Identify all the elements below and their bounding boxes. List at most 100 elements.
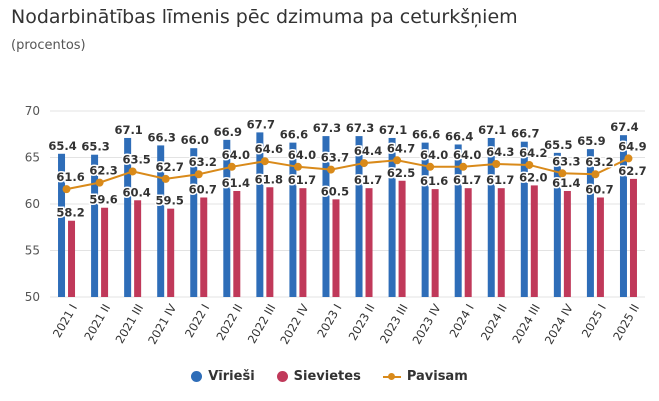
data-label-total: 63.7	[321, 151, 349, 165]
data-label-total: 63.3	[552, 154, 580, 168]
x-tick-label: 2021 III	[113, 302, 147, 346]
legend-label-total: Pavisam	[406, 369, 468, 384]
legend-marker-men	[191, 371, 203, 382]
x-tick-label: 2023 II	[346, 302, 378, 343]
point-total	[426, 162, 435, 171]
bar-women	[134, 200, 142, 297]
bar-women	[200, 197, 208, 297]
data-label-total: 64.0	[453, 148, 481, 162]
bar-women	[629, 178, 637, 297]
bar-men	[289, 142, 297, 297]
bar-men	[586, 149, 594, 297]
data-label-women: 62.0	[519, 170, 547, 184]
data-label-men: 65.4	[48, 139, 76, 153]
data-label-women: 61.7	[354, 173, 382, 187]
data-label-women: 59.6	[89, 193, 117, 207]
data-label-women: 61.7	[486, 173, 514, 187]
data-label-women: 62.7	[618, 164, 646, 178]
line-total	[66, 157, 629, 191]
point-total	[194, 170, 203, 179]
bar-men	[421, 142, 429, 297]
data-label-men: 66.4	[445, 129, 473, 143]
data-label-women: 60.5	[321, 184, 349, 198]
bar-women	[563, 190, 571, 297]
data-label-women: 58.2	[56, 206, 84, 220]
y-tick-label: 60	[25, 197, 40, 211]
point-total	[393, 156, 402, 165]
x-tick-label: 2021 IV	[145, 301, 179, 346]
bar-men	[520, 141, 528, 297]
bar-women	[596, 197, 604, 297]
legend-item-women[interactable]: Sievietes	[276, 369, 361, 384]
legend-label-men: Vīrieši	[208, 369, 255, 384]
x-tick-label: 2021 II	[81, 302, 113, 343]
bar-men	[58, 153, 66, 297]
data-label-men: 66.7	[511, 127, 539, 141]
point-total	[293, 162, 302, 171]
chart-legend: Vīrieši Sievietes Pavisam	[0, 369, 659, 384]
point-total	[558, 169, 567, 178]
bar-women	[365, 188, 373, 297]
point-total	[128, 167, 137, 176]
bar-women	[299, 188, 307, 297]
legend-label-women: Sievietes	[293, 369, 361, 384]
x-tick-label: 2022 III	[245, 302, 279, 346]
bar-women	[68, 220, 76, 297]
data-label-men: 67.1	[114, 123, 142, 137]
legend-item-men[interactable]: Vīrieši	[191, 369, 255, 384]
data-label-total: 63.2	[585, 155, 613, 169]
bar-men	[157, 145, 165, 297]
point-total	[62, 185, 71, 194]
bar-women	[497, 188, 505, 297]
point-total	[260, 157, 269, 166]
data-label-women: 61.7	[453, 173, 481, 187]
bar-men	[355, 136, 363, 297]
data-label-total: 62.3	[89, 164, 117, 178]
point-total	[326, 165, 335, 174]
data-label-men: 67.4	[610, 120, 638, 134]
point-total	[95, 178, 104, 187]
point-total	[360, 159, 369, 168]
x-tick-label: 2023 III	[377, 302, 411, 346]
x-tick-label: 2023 I	[314, 302, 344, 340]
bar-women	[431, 189, 439, 297]
data-label-men: 66.6	[412, 128, 440, 142]
data-label-men: 67.3	[313, 121, 341, 135]
point-total	[624, 154, 633, 163]
data-label-women: 61.7	[288, 173, 316, 187]
bar-women	[233, 190, 241, 297]
data-label-total: 64.4	[354, 144, 382, 158]
data-label-total: 62.7	[156, 160, 184, 174]
legend-item-total[interactable]: Pavisam	[382, 369, 468, 384]
chart-title: Nodarbinātības līmenis pēc dzimuma pa ce…	[11, 6, 518, 28]
data-label-men: 65.9	[577, 134, 605, 148]
data-label-women: 61.8	[255, 172, 283, 186]
bar-men	[322, 136, 330, 297]
bar-men	[487, 137, 495, 297]
data-label-total: 64.0	[222, 148, 250, 162]
point-total	[591, 170, 600, 179]
chart-subtitle: (procentos)	[11, 38, 86, 53]
point-total	[459, 162, 468, 171]
x-tick-label: 2022 IV	[277, 301, 311, 346]
data-label-men: 66.6	[280, 128, 308, 142]
point-total	[492, 160, 501, 169]
point-total	[525, 160, 534, 169]
bar-men	[256, 132, 264, 297]
data-label-men: 67.3	[346, 121, 374, 135]
x-tick-label: 2021 I	[50, 302, 80, 340]
data-label-total: 64.7	[387, 141, 415, 155]
y-tick-label: 50	[25, 290, 40, 304]
data-label-men: 65.5	[544, 138, 572, 152]
bar-men	[124, 137, 132, 297]
data-label-total: 61.6	[56, 170, 84, 184]
data-label-men: 67.1	[478, 123, 506, 137]
y-tick-label: 55	[25, 244, 40, 258]
data-label-women: 61.6	[420, 174, 448, 188]
bar-men	[190, 148, 198, 297]
bar-men	[223, 139, 231, 297]
bar-women	[464, 188, 472, 297]
data-label-total: 63.5	[122, 152, 150, 166]
data-label-women: 61.4	[552, 176, 580, 190]
